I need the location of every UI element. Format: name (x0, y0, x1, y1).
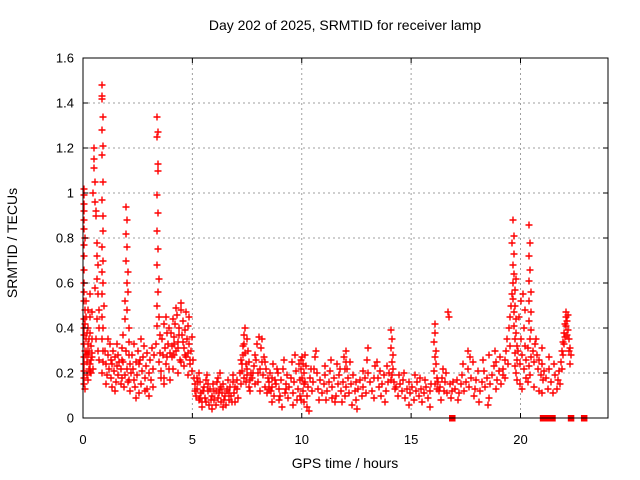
x-tick-label: 5 (189, 432, 196, 447)
axis-ticks (82, 57, 608, 419)
x-axis-label: GPS time / hours (292, 455, 399, 471)
x-tick-label: 10 (295, 432, 309, 447)
y-tick-label: 0.2 (56, 366, 74, 381)
y-tick-label: 1 (67, 186, 74, 201)
y-axis-label: SRMTID / TECUs (4, 188, 20, 298)
y-tick-label: 1.4 (56, 96, 74, 111)
x-tick-label: 0 (79, 432, 86, 447)
data-series (80, 81, 588, 422)
y-tick-label: 1.6 (56, 51, 74, 66)
chart-title: Day 202 of 2025, SRMTID for receiver lam… (209, 17, 482, 33)
y-tick-label: 0.8 (56, 231, 74, 246)
y-tick-label: 0 (67, 411, 74, 426)
x-tick-label: 15 (404, 432, 418, 447)
tick-labels: 0 5 10 15 20 0 0.2 0.4 0.6 0.8 1 1.2 1.4 1.6 (56, 51, 528, 448)
srmtid-points (80, 81, 575, 415)
y-tick-label: 0.4 (56, 321, 74, 336)
y-tick-label: 1.2 (56, 141, 74, 156)
y-tick-label: 0.6 (56, 276, 74, 291)
x-tick-label: 20 (513, 432, 527, 447)
